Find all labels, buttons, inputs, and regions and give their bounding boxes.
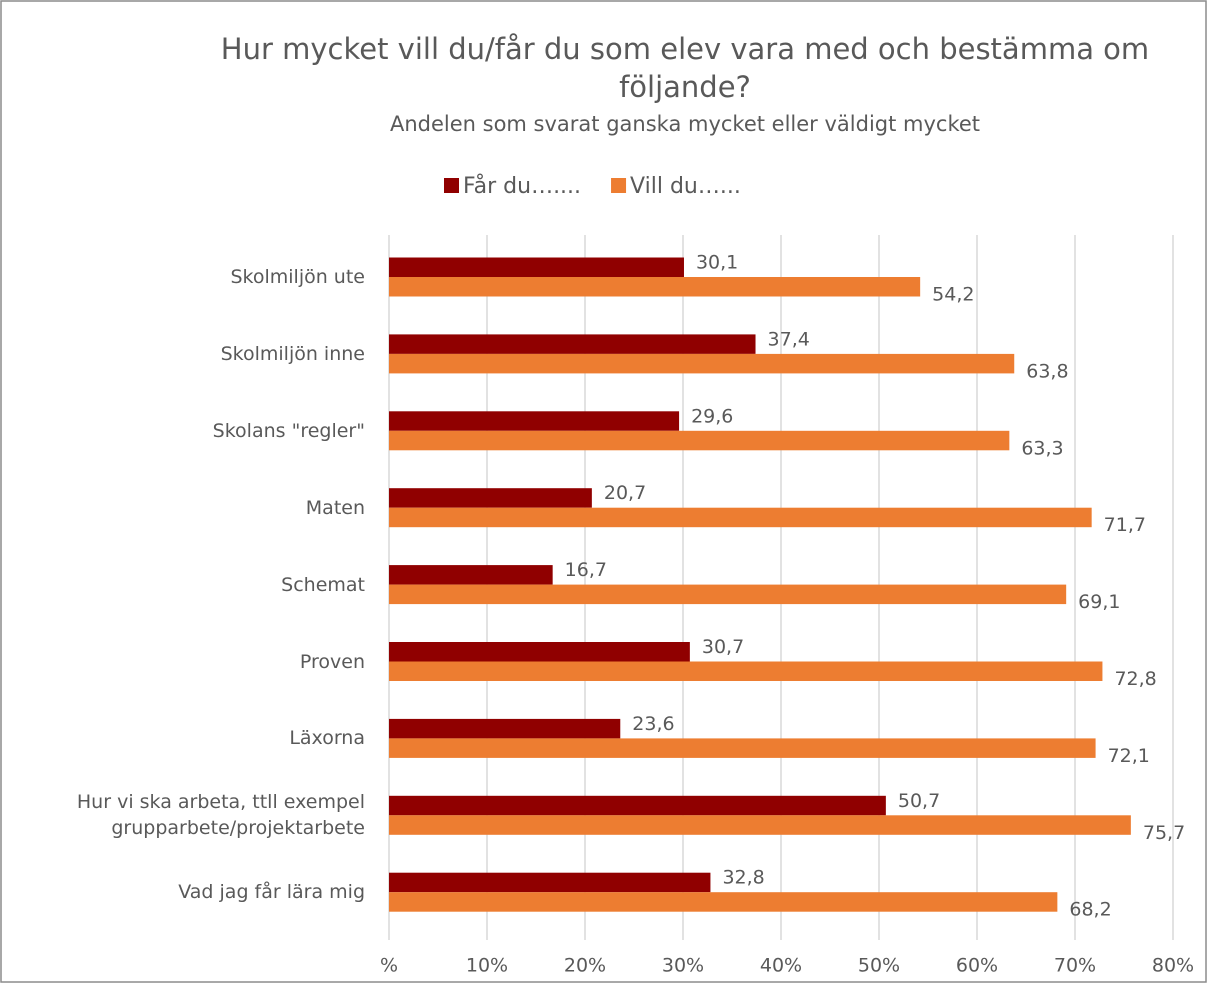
y-tick-label: Hur vi ska arbeta, ttll exempel grupparb… (76, 791, 365, 840)
bar (389, 795, 886, 816)
data-label: 50,7 (898, 790, 940, 812)
x-tick-label: 10% (466, 955, 508, 977)
data-label: 72,8 (1114, 668, 1156, 690)
bar (389, 488, 592, 508)
x-tick-label: 70% (1054, 955, 1096, 977)
data-label: 16,7 (565, 559, 607, 581)
data-label: 30,7 (702, 636, 744, 658)
data-label: 72,1 (1108, 745, 1150, 767)
data-label: 23,6 (632, 713, 674, 735)
y-tick-label: Skolmiljön inne (220, 342, 365, 365)
y-tick-label: Proven (299, 650, 365, 673)
bar (389, 584, 1067, 605)
data-label: 32,8 (722, 867, 764, 889)
y-tick-label: Vad jag får lära mig (178, 881, 365, 904)
bar (389, 353, 1015, 374)
bar (389, 872, 711, 893)
bar (389, 334, 756, 354)
y-tick-label: Skolmiljön ute (230, 266, 365, 288)
x-tick-label: 50% (858, 955, 900, 977)
data-label: 37,4 (768, 328, 810, 350)
bar (389, 565, 553, 585)
y-tick-label: Schemat (281, 573, 365, 596)
data-label: 29,6 (691, 405, 733, 427)
legend-swatch (444, 178, 459, 193)
y-tick-label: Maten (305, 496, 365, 519)
x-tick-label: 30% (662, 955, 704, 977)
data-label: 69,1 (1078, 591, 1120, 613)
y-tick-label: Skolans "regler" (212, 419, 365, 442)
bar (389, 661, 1103, 681)
data-label: 71,7 (1104, 514, 1146, 536)
bar (389, 430, 1010, 451)
x-tick-label: 40% (760, 955, 802, 977)
bar (389, 642, 690, 662)
data-label: 20,7 (604, 482, 646, 504)
data-label: 63,3 (1021, 437, 1063, 459)
bar (389, 718, 621, 739)
legend-label: Får du….... (463, 173, 581, 199)
bar (389, 815, 1131, 835)
bar (389, 277, 921, 297)
bar (389, 411, 680, 431)
x-tick-label: % (380, 955, 398, 977)
bar (389, 257, 684, 277)
data-label: 75,7 (1143, 822, 1185, 844)
data-label: 68,2 (1069, 899, 1111, 921)
bar (389, 507, 1092, 528)
data-label: 63,8 (1026, 360, 1068, 382)
y-tick-label: Läxorna (289, 727, 365, 750)
legend-swatch (611, 178, 627, 193)
legend-label: Vill du…... (630, 174, 741, 199)
bar (389, 892, 1058, 912)
chart-subtitle: Andelen som svarat ganska mycket eller v… (389, 112, 981, 136)
data-label: 54,2 (932, 284, 974, 306)
bar (389, 738, 1096, 758)
x-tick-label: 80% (1152, 955, 1194, 977)
x-tick-label: 60% (956, 955, 998, 977)
data-label: 30,1 (696, 252, 738, 274)
x-tick-label: 20% (564, 955, 606, 977)
chart-title: Hur mycket vill du/får du som elev vara … (220, 32, 1150, 104)
